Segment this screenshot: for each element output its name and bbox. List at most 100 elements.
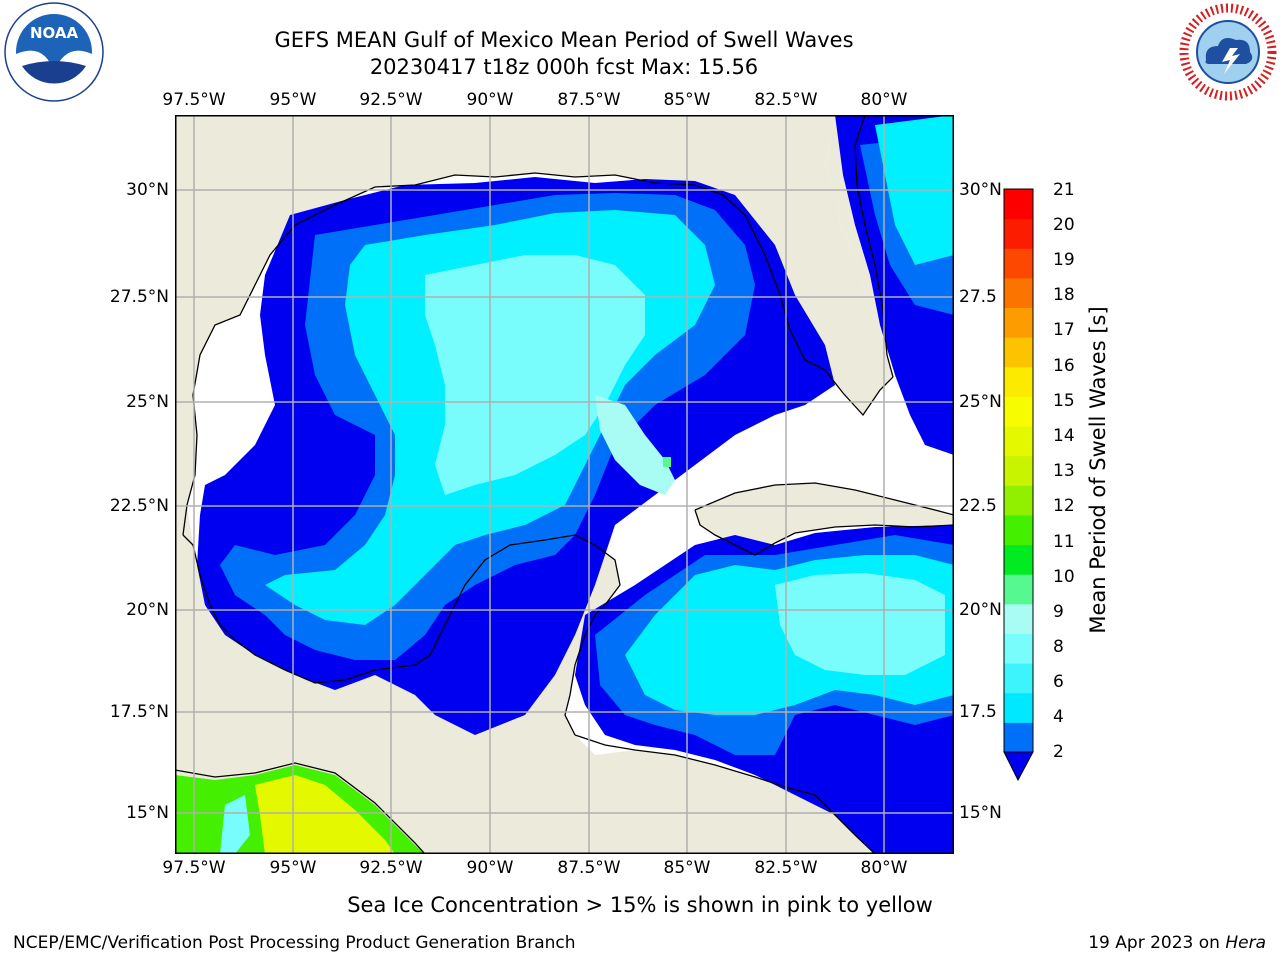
lat-label-left: 22.5°N bbox=[109, 496, 169, 516]
colorbar-frame bbox=[1003, 188, 1034, 753]
lon-label-top: 95°W bbox=[269, 90, 317, 110]
colorbar-segment bbox=[1004, 337, 1033, 368]
colorbar-label: Mean Period of Swell Waves [s] bbox=[1086, 306, 1110, 634]
colorbar-segment bbox=[1004, 544, 1033, 575]
colorbar-segment bbox=[1004, 277, 1033, 309]
colorbar-extend-arrow bbox=[1003, 751, 1034, 782]
colorbar-tick: 17 bbox=[1053, 320, 1075, 340]
lat-label-right: 17.5 bbox=[959, 702, 997, 722]
colorbar-segment bbox=[1004, 396, 1033, 427]
colorbar-segment bbox=[1004, 603, 1033, 634]
colorbar-tick: 13 bbox=[1053, 461, 1075, 481]
nws-logo bbox=[1178, 2, 1278, 102]
colorbar-tick: 15 bbox=[1053, 391, 1075, 411]
lat-label-left: 20°N bbox=[126, 600, 169, 620]
lat-label-right: 15°N bbox=[959, 803, 1002, 823]
colorbar-segment bbox=[1004, 722, 1033, 753]
lat-label-left: 27.5°N bbox=[109, 287, 169, 307]
coastline-mexico bbox=[182, 534, 621, 736]
colorbar-tick: 21 bbox=[1053, 180, 1075, 200]
pacific-field-yellow bbox=[255, 775, 395, 854]
colorbar-tick: 20 bbox=[1053, 215, 1075, 235]
noaa-logo-text: NOAA bbox=[30, 24, 79, 42]
colorbar-segment bbox=[1004, 455, 1033, 486]
coastline-florida-east bbox=[854, 115, 894, 378]
footer-date-text: 19 Apr 2023 on bbox=[1088, 933, 1226, 953]
graticule bbox=[175, 115, 954, 854]
lon-label-top: 82.5°W bbox=[754, 90, 818, 110]
colorbar-tick: 12 bbox=[1053, 496, 1075, 516]
lon-label-bottom: 87.5°W bbox=[557, 858, 621, 878]
colorbar-segment bbox=[1004, 426, 1033, 457]
colorbar-tick: 2 bbox=[1053, 742, 1064, 762]
lon-label-top: 87.5°W bbox=[557, 90, 621, 110]
land-cuba bbox=[695, 483, 954, 555]
colorbar-tick: 6 bbox=[1053, 672, 1064, 692]
colorbar-segment bbox=[1004, 514, 1033, 546]
field-8-9-caribbean bbox=[775, 573, 945, 675]
colorbar-segment bbox=[1004, 248, 1033, 279]
land-us bbox=[175, 115, 893, 555]
lat-label-left: 17.5°N bbox=[109, 702, 169, 722]
land-florida bbox=[825, 115, 893, 377]
coastline-us bbox=[182, 172, 894, 536]
colorbar-tick: 11 bbox=[1053, 532, 1075, 552]
colorbar-segment bbox=[1004, 307, 1033, 338]
lat-label-right: 30°N bbox=[959, 180, 1002, 200]
field-10-11 bbox=[663, 457, 671, 467]
pacific-field-cyan bbox=[220, 795, 250, 854]
lon-label-top: 85°W bbox=[663, 90, 711, 110]
colorbar-segment bbox=[1004, 633, 1033, 664]
lon-label-top: 92.5°W bbox=[359, 90, 423, 110]
colorbar-segment bbox=[1004, 663, 1033, 694]
nws-logo-icon bbox=[1179, 3, 1277, 101]
coastline bbox=[175, 115, 954, 854]
colorbar-segment bbox=[1004, 485, 1033, 516]
map-frame bbox=[175, 115, 954, 854]
field-8-9 bbox=[425, 255, 645, 495]
lon-label-bottom: 97.5°W bbox=[162, 858, 226, 878]
lon-label-top: 97.5°W bbox=[162, 90, 226, 110]
colorbar-tick: 8 bbox=[1053, 637, 1064, 657]
lat-label-left: 25°N bbox=[126, 392, 169, 412]
lon-label-bottom: 92.5°W bbox=[359, 858, 423, 878]
colorbar-tick: 4 bbox=[1053, 707, 1064, 727]
chart-title: GEFS MEAN Gulf of Mexico Mean Period of … bbox=[274, 28, 854, 52]
colorbar-segment bbox=[1004, 692, 1033, 723]
lat-label-right: 27.5 bbox=[959, 287, 997, 307]
lon-label-bottom: 85°W bbox=[663, 858, 711, 878]
colorbar-tick: 14 bbox=[1053, 426, 1075, 446]
colorbar-segment bbox=[1004, 366, 1033, 397]
lon-label-top: 80°W bbox=[860, 90, 908, 110]
colorbar-tick: 9 bbox=[1053, 602, 1064, 622]
sea-ice-note: Sea Ice Concentration > 15% is shown in … bbox=[347, 893, 933, 917]
chart-subtitle: 20230417 t18z 000h fcst Max: 15.56 bbox=[369, 55, 759, 79]
footer-machine: Hera bbox=[1225, 933, 1266, 953]
colorbar-tick: 18 bbox=[1053, 285, 1075, 305]
lon-label-bottom: 95°W bbox=[269, 858, 317, 878]
colorbar-segment bbox=[1004, 189, 1033, 220]
colorbar-segment bbox=[1004, 574, 1033, 605]
swell-period-map bbox=[175, 115, 954, 854]
colorbar-tick: 16 bbox=[1053, 356, 1075, 376]
noaa-logo: NOAA bbox=[4, 2, 104, 102]
footer-date: 19 Apr 2023 on Hera bbox=[1088, 932, 1266, 954]
coastline-central-america bbox=[574, 734, 876, 854]
coastline-pacific bbox=[175, 762, 426, 854]
lon-label-bottom: 80°W bbox=[860, 858, 908, 878]
field-9-10 bbox=[595, 395, 675, 495]
land-central-america bbox=[595, 750, 875, 854]
coastline-cuba bbox=[694, 482, 954, 556]
colorbar bbox=[1003, 188, 1034, 782]
lat-label-left: 30°N bbox=[126, 180, 169, 200]
colorbar-segment bbox=[1004, 218, 1033, 249]
lon-label-top: 90°W bbox=[466, 90, 514, 110]
lon-label-bottom: 90°W bbox=[466, 858, 514, 878]
noaa-logo-icon: NOAA bbox=[4, 2, 104, 102]
footer-credit: NCEP/EMC/Verification Post Processing Pr… bbox=[13, 933, 576, 953]
lon-label-bottom: 82.5°W bbox=[754, 858, 818, 878]
lat-label-right: 25°N bbox=[959, 392, 1002, 412]
colorbar-tick: 10 bbox=[1053, 567, 1075, 587]
lat-label-left: 15°N bbox=[126, 803, 169, 823]
lat-label-right: 22.5 bbox=[959, 496, 997, 516]
